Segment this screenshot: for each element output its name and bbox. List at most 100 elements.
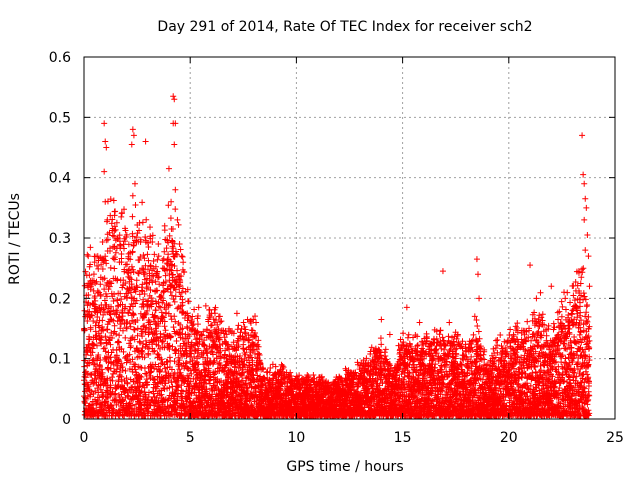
data-point [97,292,104,299]
data-point [172,206,179,213]
data-point [111,256,118,263]
data-point [130,242,137,249]
data-point [113,331,120,338]
data-point [101,275,108,282]
data-point [107,401,114,408]
data-point [87,391,94,398]
data-point [84,347,91,354]
data-point [108,303,115,310]
data-point [175,221,182,228]
data-point [92,297,99,304]
data-point [131,326,138,333]
data-point [98,261,105,268]
data-point [120,241,127,248]
data-point [170,324,177,331]
data-point [158,309,165,316]
data-point [119,397,126,404]
data-point [113,347,120,354]
data-point [87,261,94,268]
data-point [93,278,100,285]
data-point [117,242,124,249]
data-point [162,327,169,334]
data-point [114,297,121,304]
data-point [103,293,110,300]
data-point [101,297,108,304]
data-point [115,356,122,363]
data-point [99,266,106,273]
data-point [85,386,92,393]
data-point [114,276,121,283]
data-point [107,341,114,348]
data-point [92,328,99,335]
data-point [86,359,93,366]
data-point [122,238,129,245]
data-point [93,262,100,269]
data-point [117,325,124,332]
data-point [381,349,388,356]
data-point [132,202,139,209]
data-point [99,238,106,245]
data-point [115,357,122,364]
data-point [118,373,125,380]
data-point [82,268,89,275]
data-point [104,236,111,243]
data-point [118,316,125,323]
data-point [103,387,110,394]
data-point [107,264,114,271]
data-point [88,312,95,319]
data-point [98,334,105,341]
data-point [103,340,110,347]
data-point [97,356,104,363]
data-point [95,351,102,358]
data-point [118,382,125,389]
data-point [107,365,114,372]
data-point [111,233,118,240]
data-point [86,308,93,315]
data-point [102,253,109,260]
data-point [104,394,111,401]
data-point [185,298,192,305]
data-point [86,272,93,279]
data-point [113,352,120,359]
data-point [166,302,173,309]
data-point [114,309,121,316]
data-point [180,259,187,266]
data-point [112,208,119,215]
data-point [86,344,93,351]
data-point [106,248,113,255]
data-point [169,225,176,232]
data-point [86,336,93,343]
data-point [171,298,178,305]
data-point [150,376,157,383]
data-point [113,219,120,226]
data-point [167,215,174,222]
data-point [97,339,104,346]
data-point [118,376,125,383]
data-point [194,321,201,328]
data-point [126,274,133,281]
data-point [90,405,97,412]
data-point [81,307,88,314]
data-point [109,335,116,342]
data-point [95,397,102,404]
data-point [165,202,172,209]
data-point [378,341,385,348]
data-point [191,353,198,360]
data-point [118,213,125,220]
data-point [92,280,99,287]
data-point [110,317,117,324]
data-point [117,290,124,297]
data-point [111,265,118,272]
chart-title: Day 291 of 2014, Rate Of TEC Index for r… [157,19,532,35]
data-point [104,326,111,333]
data-point [90,317,97,324]
data-point [111,322,118,329]
data-point [110,406,117,413]
data-point [93,342,100,349]
data-point [102,333,109,340]
data-point [310,371,317,378]
data-point [112,226,119,233]
data-point [157,293,164,300]
data-point [113,366,120,373]
data-point [101,345,108,352]
